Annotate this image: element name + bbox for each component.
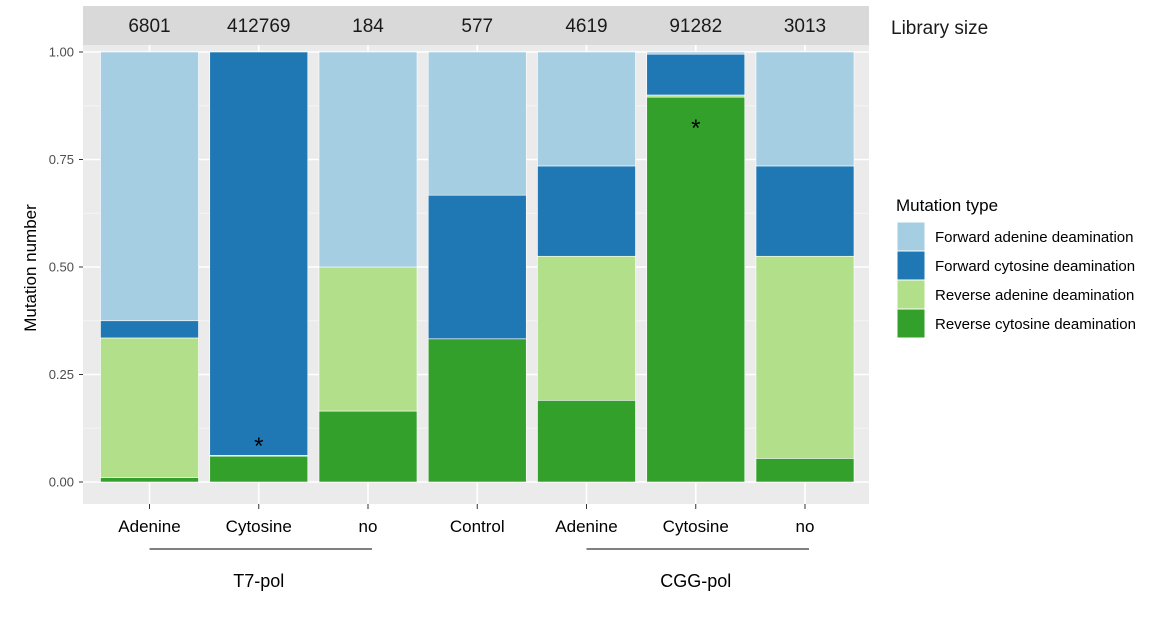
bar-segment xyxy=(100,51,199,322)
library-size-value: 412769 xyxy=(227,16,290,37)
bar-segment xyxy=(100,320,199,339)
x-category-label: no xyxy=(796,517,815,536)
bar-segment xyxy=(646,96,746,483)
bar-segment xyxy=(646,94,746,98)
bar-segment xyxy=(427,338,527,483)
bar-segment xyxy=(100,477,199,483)
bar-segment xyxy=(318,266,418,412)
strip-title: Library size xyxy=(891,18,988,39)
x-category-label: no xyxy=(359,517,378,536)
bar-segment xyxy=(537,399,636,483)
group-label: T7-pol xyxy=(233,571,284,591)
legend-swatch xyxy=(896,221,926,252)
legend-swatch xyxy=(896,250,926,281)
library-size-value: 6801 xyxy=(128,16,170,37)
y-tick-label: 0.00 xyxy=(49,475,74,490)
group-brackets: T7-pol CGG-pol xyxy=(149,548,809,591)
x-category-label: Cytosine xyxy=(663,517,729,536)
bar-segment xyxy=(646,53,746,96)
bars xyxy=(100,51,855,483)
y-axis-title: Mutation number xyxy=(21,204,40,332)
legend-label: Reverse cytosine deamination xyxy=(935,316,1136,333)
y-tick-label: 1.00 xyxy=(49,45,74,60)
bar-segment xyxy=(537,165,636,257)
library-size-value: 577 xyxy=(461,16,493,37)
bar-segment xyxy=(318,51,418,268)
bar-segment xyxy=(646,51,746,55)
x-axis: Adenine Cytosine no Control Adenine Cytosine n… xyxy=(118,504,814,536)
y-tick-label: 0.25 xyxy=(49,367,74,382)
library-size-value: 3013 xyxy=(784,16,826,37)
bar-segment xyxy=(209,455,309,483)
bar-segment xyxy=(318,410,418,483)
bar-segment xyxy=(755,165,855,257)
y-axis: 0.00 0.25 0.50 0.75 1.00 xyxy=(49,45,83,490)
library-size-value: 91282 xyxy=(669,16,722,37)
x-category-label: Cytosine xyxy=(226,517,292,536)
bar-segment xyxy=(755,458,855,483)
legend-title: Mutation type xyxy=(896,196,998,215)
bar-segment xyxy=(427,194,527,340)
x-category-label: Adenine xyxy=(555,517,617,536)
legend-label: Forward adenine deamination xyxy=(935,229,1133,246)
legend-label: Reverse adenine deamination xyxy=(935,287,1134,304)
bar-segment xyxy=(100,337,199,479)
bar-segment xyxy=(427,51,527,196)
bar-segment xyxy=(755,51,855,167)
significance-annotations: ** xyxy=(254,115,700,460)
bar-segment xyxy=(209,51,309,456)
significance-star: * xyxy=(254,433,263,460)
legend-swatch xyxy=(896,279,926,310)
bar-segment xyxy=(755,255,855,459)
strip-background xyxy=(83,6,869,45)
library-size-value: 4619 xyxy=(565,16,607,37)
legend: Mutation type Forward adenine deaminatio… xyxy=(896,196,1136,339)
x-category-label: Adenine xyxy=(118,517,180,536)
library-size-value: 184 xyxy=(352,16,384,37)
y-tick-label: 0.75 xyxy=(49,152,74,167)
library-size-strip: 6801 412769 184 577 4619 91282 3013 xyxy=(128,16,826,37)
bar-segment xyxy=(537,255,636,401)
x-category-label: Control xyxy=(450,517,505,536)
significance-star: * xyxy=(691,115,700,142)
legend-label: Forward cytosine deamination xyxy=(935,258,1135,275)
group-label: CGG-pol xyxy=(660,571,731,591)
legend-swatch xyxy=(896,308,926,339)
bar-segment xyxy=(537,51,636,167)
y-tick-label: 0.50 xyxy=(49,260,74,275)
